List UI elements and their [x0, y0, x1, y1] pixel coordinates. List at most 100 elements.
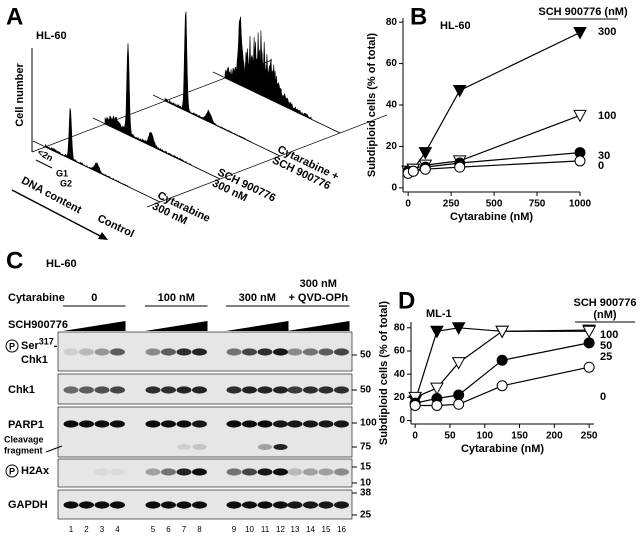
subg1-arrow — [35, 159, 53, 169]
lane-number: 16 — [337, 525, 346, 534]
band — [110, 501, 125, 509]
legend-label: 300 — [598, 26, 616, 38]
band — [257, 468, 273, 476]
point-marker — [430, 325, 444, 339]
band — [94, 501, 110, 509]
band — [257, 386, 273, 394]
band — [273, 420, 288, 428]
legend-label: 30 — [598, 150, 610, 162]
band — [110, 420, 125, 428]
mw-label: 10 — [360, 478, 372, 489]
band — [94, 348, 110, 356]
chart-title: ML-1 — [426, 308, 452, 320]
x-tick-label: 250 — [443, 199, 460, 210]
x-tick-label: 200 — [546, 431, 563, 442]
group-label: 300 nM — [300, 278, 337, 290]
lane-number: 13 — [291, 525, 300, 534]
band — [242, 501, 257, 509]
band — [273, 468, 288, 476]
phospho-symbol: P — [9, 341, 15, 351]
series-line — [407, 160, 581, 174]
band — [145, 468, 161, 476]
y-tick-label: 20 — [394, 392, 406, 403]
band — [192, 348, 207, 356]
group-label: 0 — [91, 292, 97, 304]
mw-label: 100 — [360, 418, 377, 429]
phospho-circle — [5, 464, 19, 478]
row-label: H2Ax — [21, 465, 50, 477]
series-line — [407, 31, 581, 172]
legend-label: 25 — [600, 351, 612, 363]
band — [145, 348, 161, 356]
x-tick-label: 100 — [476, 431, 493, 442]
legend-title: SCH 900776 — [574, 297, 637, 309]
gradient-wedge — [63, 321, 126, 331]
band — [334, 501, 349, 509]
band — [192, 386, 207, 394]
legend-subtitle: (nM) — [593, 309, 617, 321]
panel-letter: D — [398, 287, 415, 314]
point-marker — [453, 389, 465, 401]
lane-number: 9 — [232, 525, 237, 534]
lane-number: 4 — [115, 525, 120, 534]
x-tick-label: 0 — [405, 199, 411, 210]
band — [161, 420, 176, 428]
band — [273, 501, 288, 509]
legend-label: 100 — [600, 329, 618, 341]
band — [176, 348, 192, 356]
dna-arrow — [11, 189, 105, 239]
point-marker — [430, 382, 444, 396]
point-marker — [496, 354, 508, 366]
y-tick-label: 0 — [399, 415, 405, 426]
sublabel-pointer — [45, 445, 63, 453]
phospho-circle — [5, 339, 19, 353]
band — [161, 348, 176, 356]
point-marker — [496, 380, 508, 392]
band — [334, 468, 349, 476]
phospho-symbol: P — [9, 466, 15, 476]
y-axis-label: Cell number — [14, 63, 26, 127]
lane-number: 5 — [151, 525, 156, 534]
band — [94, 468, 110, 476]
band — [303, 501, 318, 509]
band — [242, 468, 257, 476]
histogram-trace — [224, 16, 341, 134]
point-marker — [451, 357, 466, 370]
g1-label: G1 — [56, 168, 68, 178]
arrow-head — [98, 232, 108, 240]
lane-number: 6 — [166, 525, 171, 534]
y-tick-label: 80 — [394, 322, 406, 333]
band — [287, 468, 303, 476]
point-marker — [418, 147, 433, 160]
lane-number: 11 — [261, 525, 270, 534]
legend-label: 50 — [600, 340, 612, 352]
histogram-trace — [164, 11, 281, 157]
band — [303, 348, 318, 356]
band — [226, 501, 242, 509]
point-marker — [454, 161, 466, 173]
band — [192, 468, 207, 476]
band — [110, 348, 125, 356]
gradient-wedge — [145, 321, 208, 331]
gradient-label: SCH900776 — [8, 319, 68, 331]
x-tick-label: 1000 — [569, 199, 592, 210]
point-marker — [582, 325, 596, 339]
mw-label: 25 — [360, 510, 372, 521]
point-marker — [583, 361, 595, 373]
y-axis-label: Subdiploid cells (% of total) — [378, 301, 390, 446]
legend-label: 100 — [598, 110, 616, 122]
band — [79, 386, 94, 394]
legend-label: 0 — [600, 391, 606, 403]
row-label: GAPDH — [8, 499, 48, 511]
y-tick-label: 20 — [386, 141, 398, 152]
band — [192, 444, 207, 450]
point-marker — [573, 27, 587, 40]
band — [334, 420, 349, 428]
band — [287, 386, 303, 394]
panel-title: HL-60 — [36, 30, 67, 42]
band — [318, 386, 334, 394]
band — [318, 468, 334, 476]
lane-number: 7 — [182, 525, 187, 534]
y-tick-label: 40 — [386, 100, 398, 111]
